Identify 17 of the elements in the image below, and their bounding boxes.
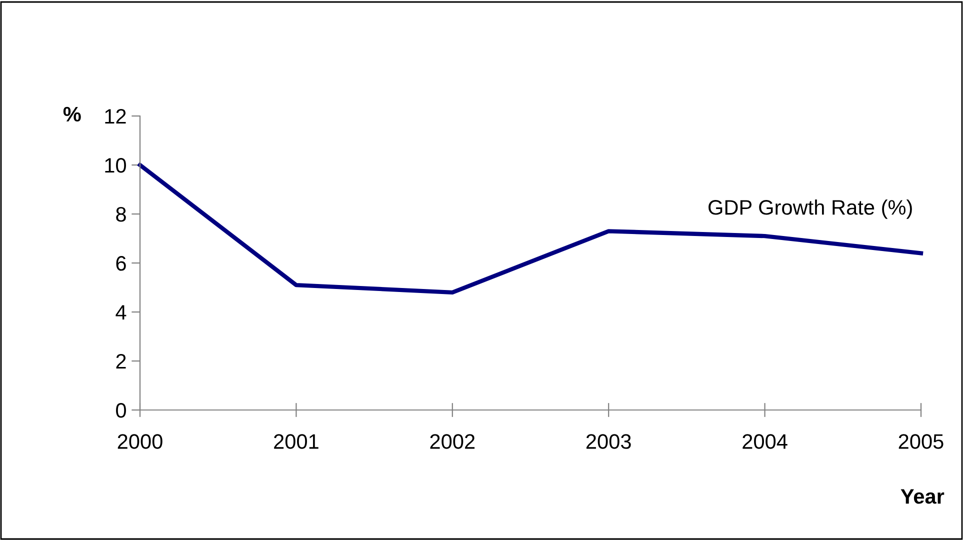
y-tick-label: 6: [116, 256, 126, 271]
x-tick-label: 2004: [742, 434, 788, 449]
x-tick-label: 2001: [274, 434, 318, 449]
y-tick-label: 8: [116, 207, 126, 222]
y-tick-label: 0: [116, 403, 126, 418]
x-tick-label: 2000: [118, 434, 162, 449]
series-label: GDP Growth Rate (%): [708, 199, 912, 219]
y-tick-label: 10: [105, 158, 126, 173]
line-series: [138, 162, 924, 294]
x-axis-title: Year: [900, 489, 944, 504]
x-tick-label: 2002: [430, 434, 475, 449]
y-axis-title: %: [63, 106, 81, 122]
x-tick-label: 2005: [898, 434, 944, 449]
y-tick-label: 2: [116, 354, 126, 369]
x-tick-label: 2003: [586, 434, 631, 449]
y-tick-label: 4: [116, 305, 126, 320]
y-tick-label: 12: [105, 109, 126, 124]
